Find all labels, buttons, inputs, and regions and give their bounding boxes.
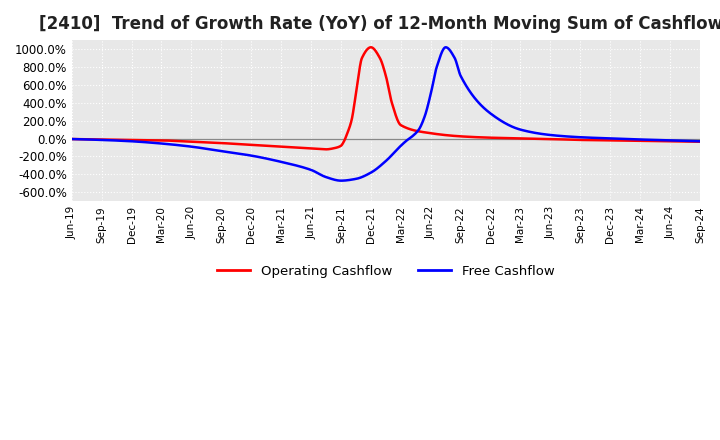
Title: [2410]  Trend of Growth Rate (YoY) of 12-Month Moving Sum of Cashflows: [2410] Trend of Growth Rate (YoY) of 12-… <box>39 15 720 33</box>
Legend: Operating Cashflow, Free Cashflow: Operating Cashflow, Free Cashflow <box>212 260 560 283</box>
